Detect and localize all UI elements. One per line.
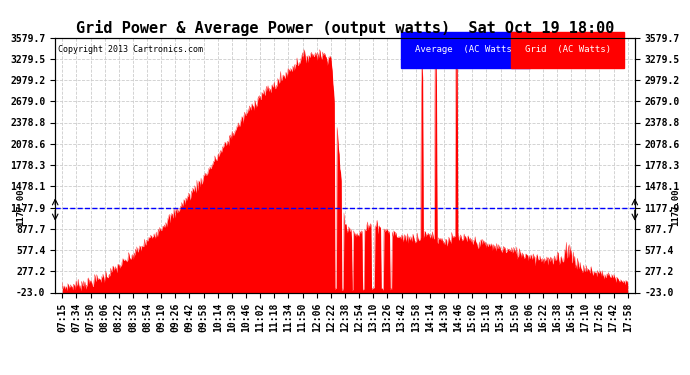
Text: Average  (AC Watts): Average (AC Watts) <box>415 45 517 54</box>
Text: 1177.00: 1177.00 <box>16 189 25 226</box>
Title: Grid Power & Average Power (output watts)  Sat Oct 19 18:00: Grid Power & Average Power (output watts… <box>76 20 614 36</box>
Text: Copyright 2013 Cartronics.com: Copyright 2013 Cartronics.com <box>58 45 203 54</box>
Text: Grid  (AC Watts): Grid (AC Watts) <box>524 45 611 54</box>
Text: 1177.00: 1177.00 <box>671 189 680 226</box>
